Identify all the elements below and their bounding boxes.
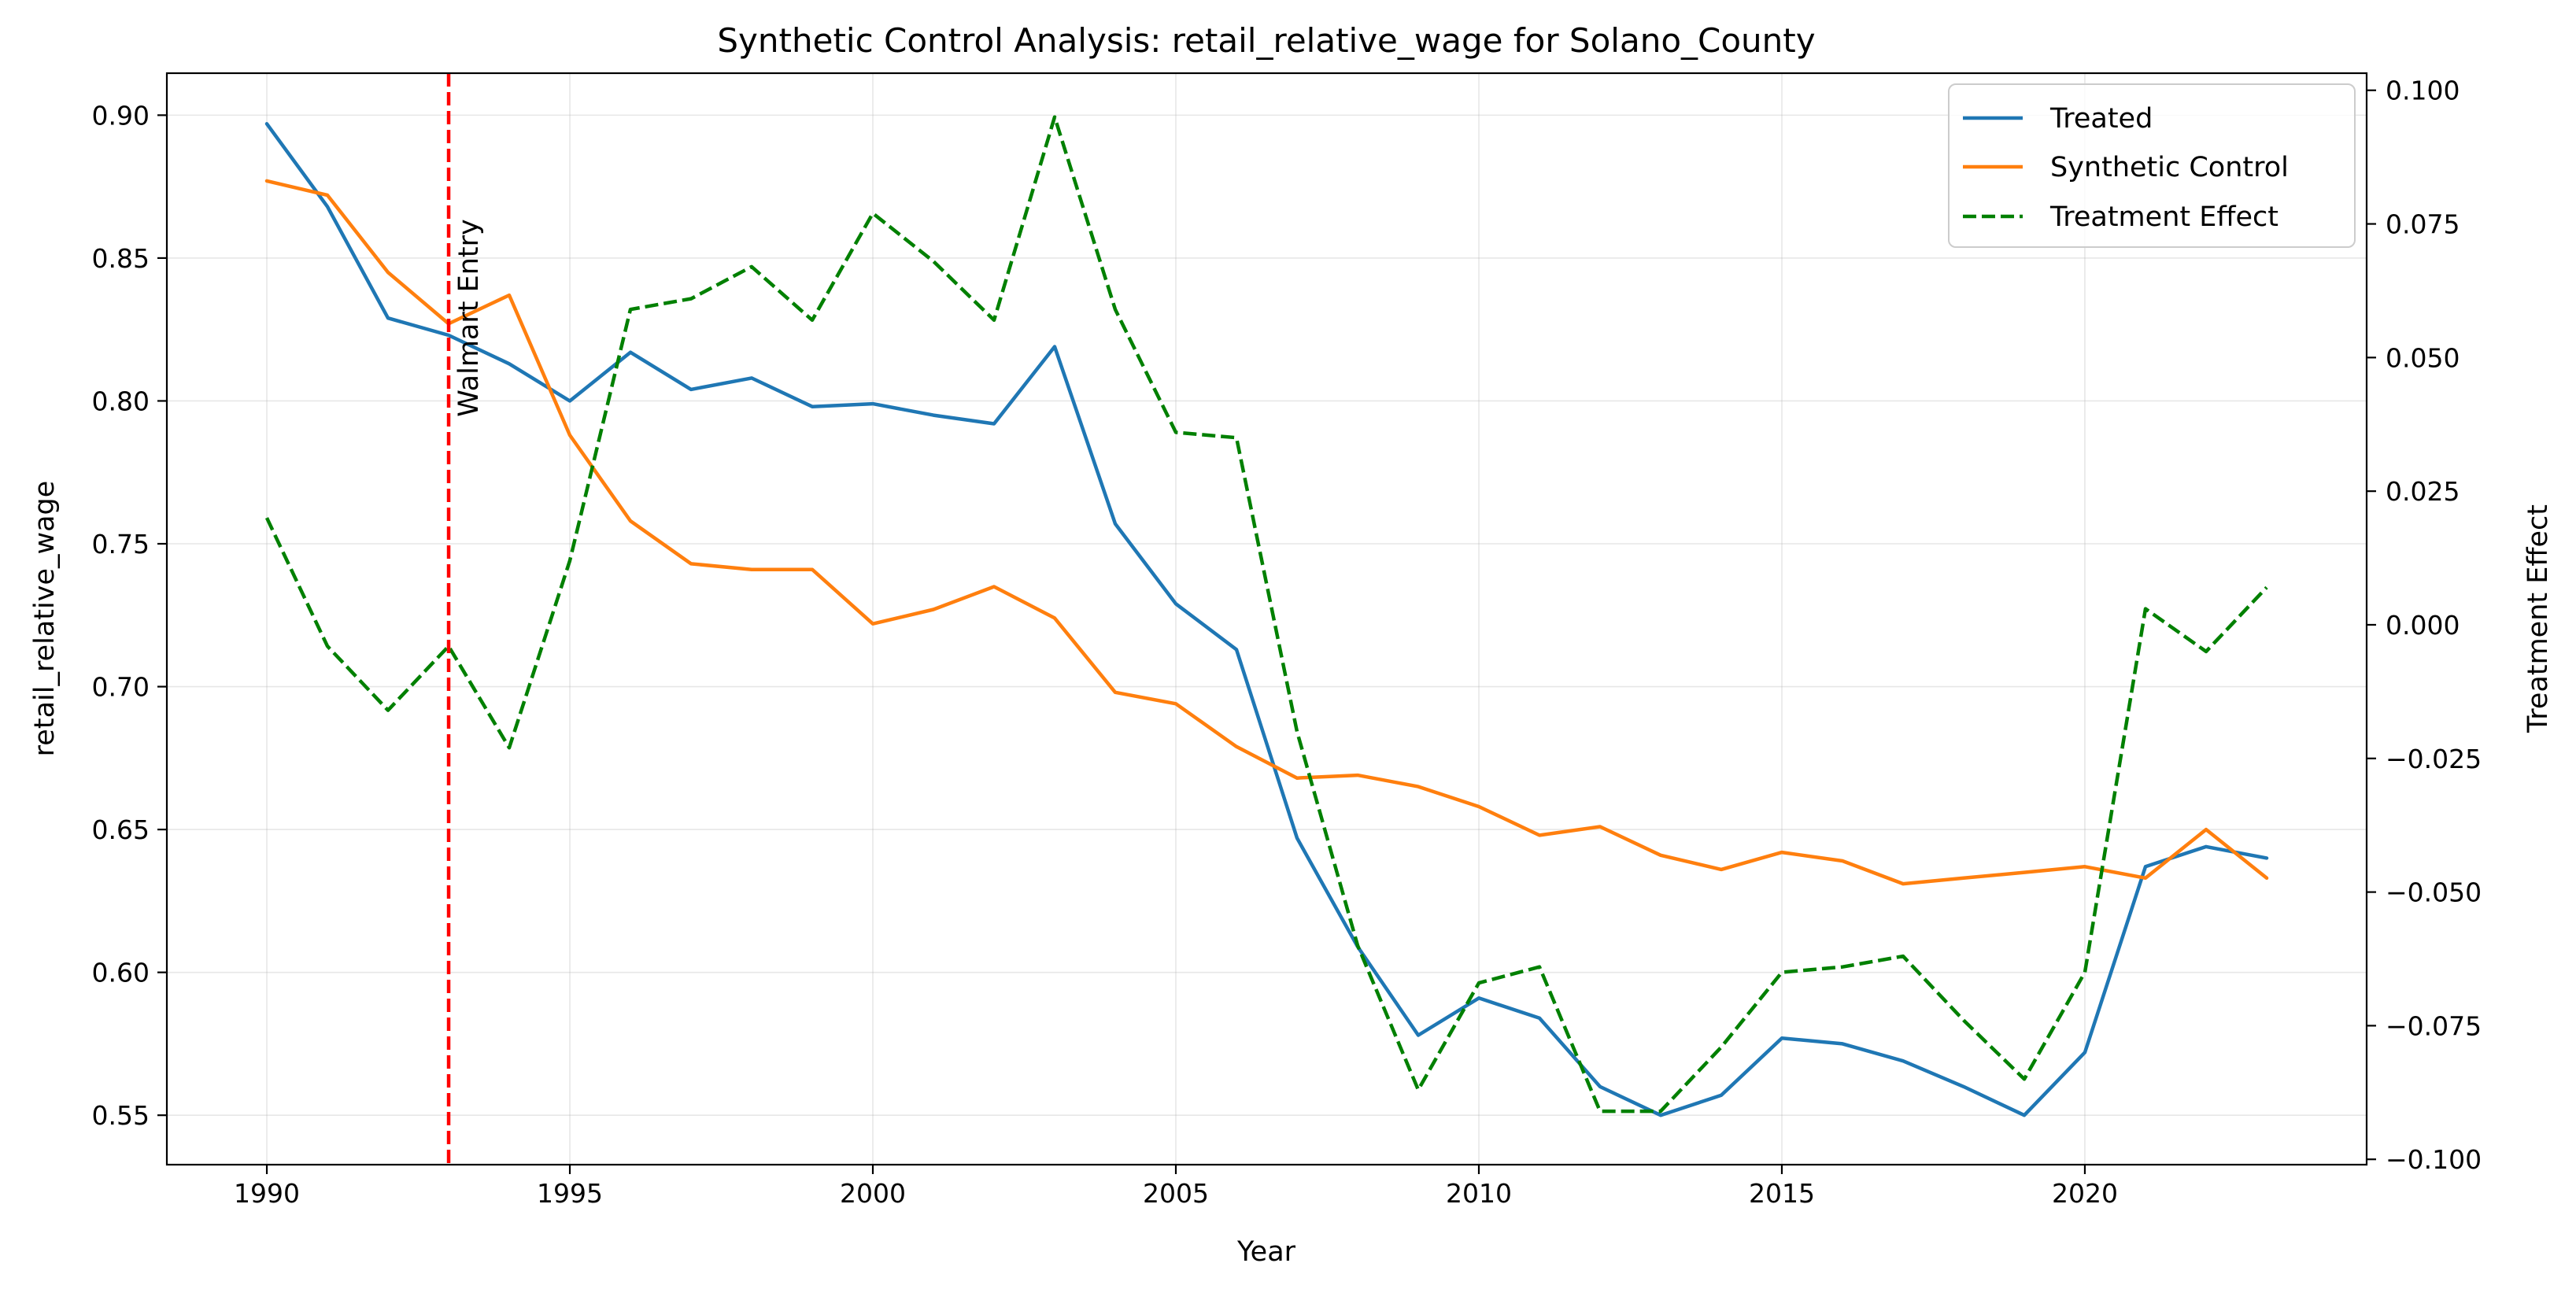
x-tick-label: 2000 [840,1178,906,1209]
series-line-treatment-effect [264,115,2268,1114]
y2-tick-label: 0.000 [2386,610,2460,641]
y-tick-label: 0.90 [92,100,150,131]
y2-tick-label: −0.025 [2386,744,2482,774]
y-tick-label: 0.85 [92,243,150,274]
plot-data [264,115,2269,1117]
legend-label-treatment-effect: Treatment Effect [2049,201,2278,233]
y2-tick-label: −0.100 [2386,1144,2482,1175]
y2-tick-label: 0.025 [2386,476,2460,507]
legend-label-synthetic-control: Synthetic Control [2050,152,2289,183]
y2-tick-label: 0.075 [2386,209,2460,240]
y2-axis-label: Treatment Effect [2522,504,2554,733]
y-tick-label: 0.75 [92,529,150,560]
y2-tick-label: −0.050 [2386,877,2482,908]
legend: Treated Synthetic Control Treatment Effe… [1948,83,2356,248]
series-line-synthetic-control [264,179,2269,886]
series-line-treated [264,122,2269,1117]
chart-title: Synthetic Control Analysis: retail_relat… [717,21,1815,60]
y-tick-label: 0.60 [92,958,150,988]
y-tick-label: 0.80 [92,386,150,416]
y-tick-label: 0.70 [92,672,150,703]
legend-box [1948,83,2356,248]
x-tick-label: 1995 [537,1178,603,1209]
x-tick-label: 2010 [1446,1178,1512,1209]
y-tick-label: 0.65 [92,814,150,845]
legend-label-treated: Treated [2049,103,2153,135]
grid-lines [167,73,2367,1165]
x-tick-label: 2015 [1749,1178,1815,1209]
y2-tick-label: 0.100 [2386,76,2460,106]
walmart-entry-label: Walmart Entry [453,219,485,416]
y-tick-label: 0.55 [92,1100,150,1131]
x-tick-label: 1990 [234,1178,300,1209]
y-axis-label: retail_relative_wage [29,481,61,757]
axis-ticks: 1990 1995 2000 2005 2010 2015 2020 0.55 0.60 0.65… [92,76,2482,1209]
y2-tick-label: −0.075 [2386,1010,2482,1041]
x-tick-label: 2020 [2052,1178,2118,1209]
x-tick-label: 2005 [1143,1178,1209,1209]
plot-frame [165,72,2368,1166]
y2-tick-label: 0.050 [2386,342,2460,373]
x-axis-label: Year [1236,1236,1296,1268]
